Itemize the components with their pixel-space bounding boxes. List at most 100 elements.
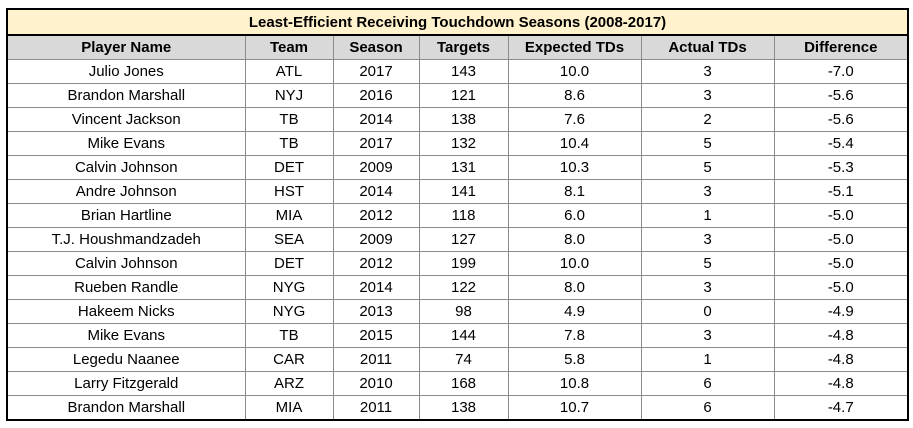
column-header-expected-tds: Expected TDs: [507, 34, 642, 60]
cell-player-name: Andre Johnson: [6, 179, 246, 204]
cell-player-name: Brandon Marshall: [6, 395, 246, 421]
cell-difference: -5.0: [773, 275, 909, 300]
cell-difference: -7.0: [773, 59, 909, 84]
cell-team: DET: [244, 155, 334, 180]
table-title: Least-Efficient Receiving Touchdown Seas…: [6, 8, 909, 36]
cell-season: 2015: [332, 323, 420, 348]
cell-actual-tds: 3: [640, 275, 775, 300]
cell-season: 2010: [332, 371, 420, 396]
cell-actual-tds: 6: [640, 395, 775, 421]
cell-season: 2016: [332, 83, 420, 108]
cell-team: TB: [244, 131, 334, 156]
table-row: Brandon Marshall MIA 2011 138 10.7 6 -4.7: [6, 395, 909, 421]
cell-team: HST: [244, 179, 334, 204]
cell-expected-tds: 7.8: [507, 323, 642, 348]
cell-targets: 144: [418, 323, 509, 348]
cell-targets: 122: [418, 275, 509, 300]
cell-actual-tds: 6: [640, 371, 775, 396]
cell-targets: 141: [418, 179, 509, 204]
table-row: Calvin Johnson DET 2009 131 10.3 5 -5.3: [6, 155, 909, 180]
table-row: Mike Evans TB 2017 132 10.4 5 -5.4: [6, 131, 909, 156]
cell-expected-tds: 10.7: [507, 395, 642, 421]
table-row: Hakeem Nicks NYG 2013 98 4.9 0 -4.9: [6, 299, 909, 324]
cell-team: DET: [244, 251, 334, 276]
cell-difference: -5.0: [773, 251, 909, 276]
cell-actual-tds: 5: [640, 251, 775, 276]
cell-expected-tds: 6.0: [507, 203, 642, 228]
cell-actual-tds: 1: [640, 347, 775, 372]
cell-season: 2012: [332, 251, 420, 276]
cell-actual-tds: 3: [640, 59, 775, 84]
cell-difference: -4.8: [773, 371, 909, 396]
cell-season: 2013: [332, 299, 420, 324]
table-row: Rueben Randle NYG 2014 122 8.0 3 -5.0: [6, 275, 909, 300]
cell-difference: -5.6: [773, 83, 909, 108]
cell-difference: -5.1: [773, 179, 909, 204]
cell-season: 2014: [332, 275, 420, 300]
cell-expected-tds: 7.6: [507, 107, 642, 132]
table-body: Julio Jones ATL 2017 143 10.0 3 -7.0 Brandon Ma…: [6, 59, 909, 421]
cell-expected-tds: 10.8: [507, 371, 642, 396]
cell-season: 2017: [332, 131, 420, 156]
cell-expected-tds: 8.6: [507, 83, 642, 108]
cell-season: 2014: [332, 107, 420, 132]
cell-player-name: Rueben Randle: [6, 275, 246, 300]
cell-difference: -5.0: [773, 203, 909, 228]
cell-season: 2009: [332, 155, 420, 180]
cell-targets: 143: [418, 59, 509, 84]
cell-targets: 132: [418, 131, 509, 156]
cell-actual-tds: 0: [640, 299, 775, 324]
column-header-difference: Difference: [773, 34, 909, 60]
column-header-targets: Targets: [418, 34, 509, 60]
data-table: Least-Efficient Receiving Touchdown Seas…: [6, 8, 909, 421]
cell-team: NYG: [244, 275, 334, 300]
table-container: Least-Efficient Receiving Touchdown Seas…: [6, 8, 909, 421]
cell-player-name: Calvin Johnson: [6, 251, 246, 276]
table-row: T.J. Houshmandzadeh SEA 2009 127 8.0 3 -5.0: [6, 227, 909, 252]
table-row: Calvin Johnson DET 2012 199 10.0 5 -5.0: [6, 251, 909, 276]
cell-difference: -5.4: [773, 131, 909, 156]
cell-difference: -5.0: [773, 227, 909, 252]
cell-season: 2014: [332, 179, 420, 204]
table-row: Brandon Marshall NYJ 2016 121 8.6 3 -5.6: [6, 83, 909, 108]
cell-actual-tds: 3: [640, 179, 775, 204]
cell-targets: 138: [418, 395, 509, 421]
cell-player-name: T.J. Houshmandzadeh: [6, 227, 246, 252]
cell-actual-tds: 3: [640, 323, 775, 348]
cell-difference: -4.9: [773, 299, 909, 324]
cell-season: 2011: [332, 395, 420, 421]
cell-team: SEA: [244, 227, 334, 252]
cell-team: TB: [244, 323, 334, 348]
cell-player-name: Mike Evans: [6, 323, 246, 348]
cell-expected-tds: 8.0: [507, 275, 642, 300]
table-row: Vincent Jackson TB 2014 138 7.6 2 -5.6: [6, 107, 909, 132]
cell-player-name: Vincent Jackson: [6, 107, 246, 132]
column-header-actual-tds: Actual TDs: [640, 34, 775, 60]
cell-targets: 199: [418, 251, 509, 276]
cell-team: CAR: [244, 347, 334, 372]
cell-season: 2009: [332, 227, 420, 252]
cell-targets: 74: [418, 347, 509, 372]
cell-actual-tds: 5: [640, 131, 775, 156]
cell-targets: 127: [418, 227, 509, 252]
cell-player-name: Legedu Naanee: [6, 347, 246, 372]
cell-actual-tds: 3: [640, 83, 775, 108]
table-row: Mike Evans TB 2015 144 7.8 3 -4.8: [6, 323, 909, 348]
cell-targets: 98: [418, 299, 509, 324]
cell-player-name: Mike Evans: [6, 131, 246, 156]
cell-team: MIA: [244, 395, 334, 421]
cell-actual-tds: 2: [640, 107, 775, 132]
cell-expected-tds: 10.0: [507, 59, 642, 84]
table-row: Julio Jones ATL 2017 143 10.0 3 -7.0: [6, 59, 909, 84]
cell-player-name: Brian Hartline: [6, 203, 246, 228]
table-row: Brian Hartline MIA 2012 118 6.0 1 -5.0: [6, 203, 909, 228]
column-header-player-name: Player Name: [6, 34, 246, 60]
cell-targets: 121: [418, 83, 509, 108]
cell-actual-tds: 3: [640, 227, 775, 252]
cell-expected-tds: 10.3: [507, 155, 642, 180]
table-row: Larry Fitzgerald ARZ 2010 168 10.8 6 -4.8: [6, 371, 909, 396]
cell-player-name: Brandon Marshall: [6, 83, 246, 108]
cell-targets: 118: [418, 203, 509, 228]
cell-team: ARZ: [244, 371, 334, 396]
cell-player-name: Calvin Johnson: [6, 155, 246, 180]
